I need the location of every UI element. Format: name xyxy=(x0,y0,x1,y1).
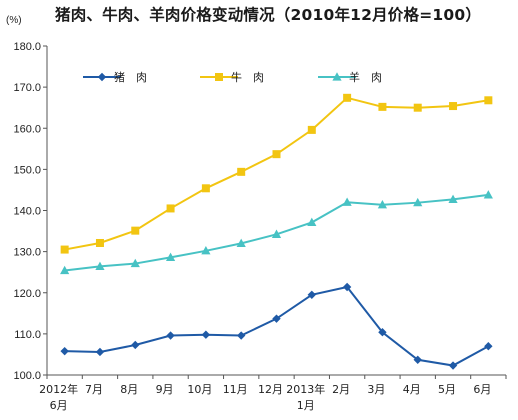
x-tick-label: 8月 xyxy=(120,383,138,396)
series-2 xyxy=(60,93,493,254)
data-point xyxy=(236,331,246,340)
y-tick-label: 170.0 xyxy=(13,82,41,94)
series-line xyxy=(64,285,489,367)
y-tick-label: 160.0 xyxy=(13,123,41,135)
legend: 猪 肉牛 肉羊 肉 xyxy=(83,70,382,84)
x-axis: 2012年 6月 7月 8月 9月 10月 11月 12月 2013年 1月 2月 3月 4月 5月 6月 xyxy=(39,374,507,412)
data-point xyxy=(166,204,175,213)
x-tick-label-line2: 6月 xyxy=(50,399,68,412)
legend-item: 猪 肉 xyxy=(83,71,147,84)
data-point xyxy=(131,340,140,350)
y-tick-label: 100.0 xyxy=(13,370,41,382)
x-tick-label: 12月 xyxy=(258,383,283,396)
data-point xyxy=(271,229,282,238)
x-tick-label: 9月 xyxy=(156,383,174,396)
legend-marker xyxy=(215,73,223,81)
data-point xyxy=(342,282,352,292)
y-tick-label: 130.0 xyxy=(13,247,41,259)
data-point xyxy=(307,217,317,227)
data-point xyxy=(342,197,352,206)
data-point xyxy=(448,194,458,203)
data-point xyxy=(484,96,493,105)
y-axis: 100.0 110.0 120.0 130.0 140.0 150.0 160.0 170.0… xyxy=(13,41,48,382)
y-unit-label: (%) xyxy=(6,15,22,26)
y-tick-label: 150.0 xyxy=(13,164,41,176)
series-3 xyxy=(60,190,493,275)
legend-item: 牛 肉 xyxy=(200,70,264,84)
data-point xyxy=(201,246,211,255)
data-point xyxy=(95,261,105,271)
y-tick-label: 140.0 xyxy=(13,206,41,218)
x-tick-label: 5月 xyxy=(438,383,456,396)
data-point xyxy=(377,199,388,209)
series-line xyxy=(64,96,489,251)
data-point xyxy=(166,331,175,340)
data-point xyxy=(201,184,210,193)
data-point xyxy=(165,252,176,261)
data-point xyxy=(60,245,69,254)
x-tick-label: 2013年 xyxy=(286,382,325,396)
x-tick-label-line2: 1月 xyxy=(297,399,315,412)
legend-label: 牛 肉 xyxy=(231,70,264,84)
data-point xyxy=(413,197,423,207)
data-point xyxy=(237,167,246,176)
data-point xyxy=(95,347,105,357)
x-tick-label: 7月 xyxy=(85,383,103,396)
data-point xyxy=(307,290,317,300)
legend-marker xyxy=(97,72,107,82)
data-point xyxy=(343,93,352,102)
data-point xyxy=(201,330,211,339)
data-point xyxy=(60,346,69,356)
legend-marker xyxy=(332,72,342,81)
legend-item: 羊 肉 xyxy=(318,70,382,84)
data-point xyxy=(484,342,493,351)
y-tick-label: 110.0 xyxy=(14,329,41,341)
x-tick-label: 2月 xyxy=(332,383,350,396)
y-tick-label: 180.0 xyxy=(13,41,41,53)
legend-label: 羊 肉 xyxy=(349,70,382,84)
y-tick-label: 120.0 xyxy=(13,288,41,300)
data-point xyxy=(413,355,422,364)
data-point xyxy=(60,265,70,275)
series-1 xyxy=(60,282,493,370)
series-layer xyxy=(60,93,493,370)
data-point xyxy=(95,238,104,247)
data-point xyxy=(272,150,281,159)
x-tick-label: 10月 xyxy=(187,383,212,396)
data-point xyxy=(448,361,458,370)
data-point xyxy=(307,125,316,134)
legend-label: 猪 肉 xyxy=(114,71,147,84)
data-point xyxy=(272,314,281,323)
data-point xyxy=(449,102,458,111)
chart-title: 猪肉、牛肉、羊肉价格变动情况（2010年12月价格=100） xyxy=(55,6,482,24)
data-point xyxy=(483,190,493,199)
data-point xyxy=(130,258,140,268)
x-tick-label: 2012年 xyxy=(39,382,78,396)
data-point xyxy=(378,328,387,337)
x-tick-label: 4月 xyxy=(403,383,421,396)
x-tick-label: 11月 xyxy=(223,383,248,396)
data-point xyxy=(131,226,140,235)
data-point xyxy=(378,102,387,111)
x-tick-label: 3月 xyxy=(367,383,385,396)
x-tick-label: 6月 xyxy=(473,383,491,396)
data-point xyxy=(413,103,422,112)
data-point xyxy=(236,238,246,247)
